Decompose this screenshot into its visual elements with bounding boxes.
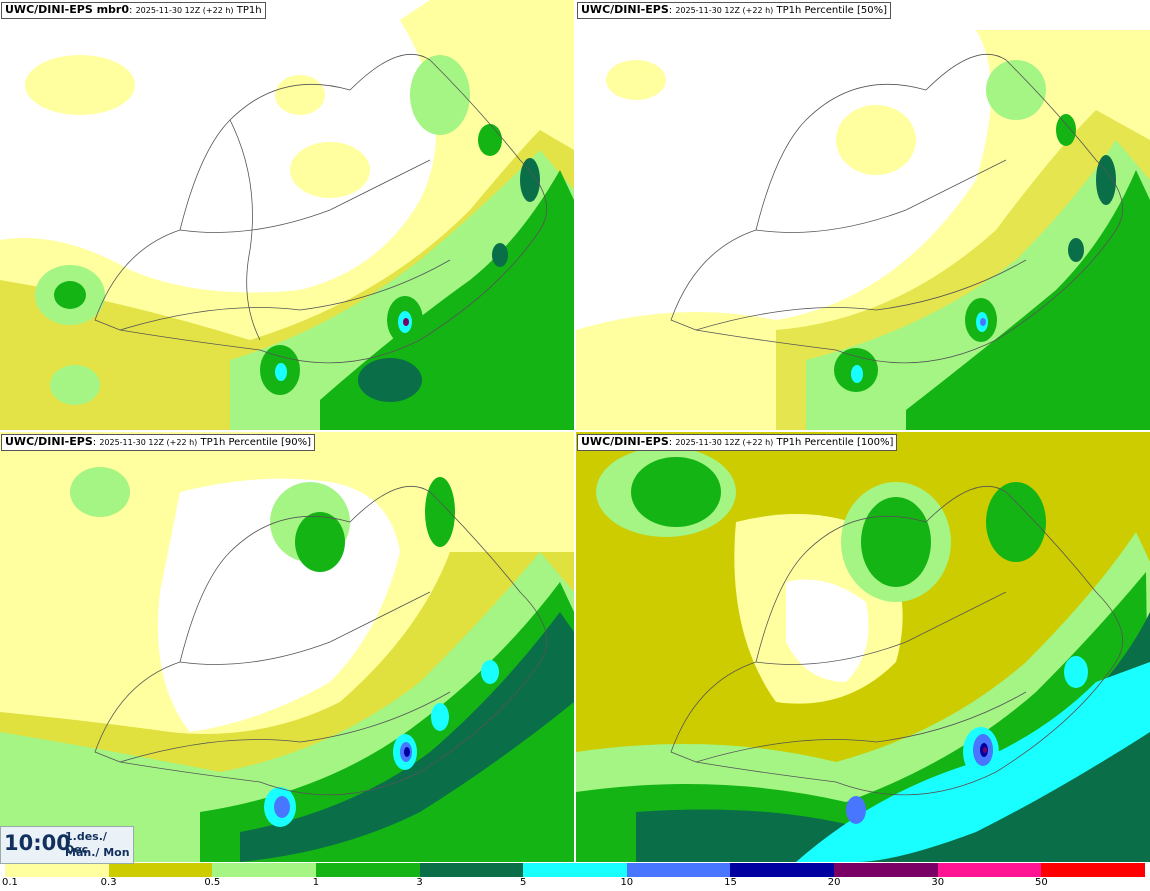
colorbar-tick-label: 0.3 <box>100 877 117 888</box>
map-panel-mbr0: UWC/DINI-EPS mbr0: 2025-11-30 12Z (+22 h… <box>0 0 574 430</box>
panel-source: UWC/DINI-EPS <box>5 435 93 448</box>
panel-title: UWC/DINI-EPS: 2025-11-30 12Z (+22 h) TP1… <box>577 434 898 451</box>
panel-field: TP1h Percentile [100%] <box>776 437 894 448</box>
colorbar-swatch <box>937 863 1042 877</box>
panel-field: TP1h Percentile [50%] <box>776 5 888 16</box>
colorbar-swatch <box>315 863 420 877</box>
colorbar-tick-label: 3 <box>416 877 423 888</box>
panel-source: UWC/DINI-EPS <box>581 435 669 448</box>
precip-map <box>0 432 574 862</box>
colorbar-tick-label: 15 <box>724 877 737 888</box>
valid-time: 10:00 <box>4 831 71 855</box>
precip-map <box>0 0 574 430</box>
panel-run: 2025-11-30 12Z (+22 h) <box>99 438 198 447</box>
panel-title: UWC/DINI-EPS: 2025-11-30 12Z (+22 h) TP1… <box>577 2 892 19</box>
precip-map <box>576 432 1150 862</box>
colorbar-tick-label: 50 <box>1034 877 1048 888</box>
colorbar-tick-label: 5 <box>519 877 527 888</box>
panel-run: 2025-11-30 12Z (+22 h) <box>675 6 774 15</box>
colorbar-swatch <box>523 863 628 877</box>
precip-map <box>576 30 1150 430</box>
panel-title: UWC/DINI-EPS: 2025-11-30 12Z (+22 h) TP1… <box>1 434 316 451</box>
colorbar-swatch <box>212 863 317 877</box>
colorbar-swatch <box>419 863 524 877</box>
colorbar-tick-label: 20 <box>827 877 841 888</box>
panel-field: TP1h <box>236 5 262 16</box>
colorbar-swatch <box>108 863 213 877</box>
colorbar-tick-label: 0.1 <box>2 877 18 888</box>
panel-run: 2025-11-30 12Z (+22 h) <box>135 6 234 15</box>
panel-title: UWC/DINI-EPS mbr0: 2025-11-30 12Z (+22 h… <box>1 2 266 19</box>
panel-run: 2025-11-30 12Z (+22 h) <box>675 438 774 447</box>
colorbar-tick-label: 30 <box>931 877 945 888</box>
map-panel-p50: UWC/DINI-EPS: 2025-11-30 12Z (+22 h) TP1… <box>576 0 1150 430</box>
colorbar-swatch <box>626 863 731 877</box>
colorbar-swatch <box>834 863 939 877</box>
valid-date: 1.des./ Dec <box>65 830 107 856</box>
valid-time-box: 10:00 1.des./ Dec Mán./ Mon <box>0 826 134 864</box>
colorbar-tick-label: 10 <box>620 877 634 888</box>
panel-source: UWC/DINI-EPS <box>581 3 669 16</box>
map-panel-p100: UWC/DINI-EPS: 2025-11-30 12Z (+22 h) TP1… <box>576 432 1150 862</box>
panel-divider <box>0 430 1150 432</box>
colorbar-tick-label: 1 <box>312 877 320 888</box>
valid-weekday: Mán./ Mon <box>65 846 130 859</box>
colorbar-swatch <box>1041 863 1146 877</box>
colorbar-swatch <box>5 863 109 877</box>
colorbar-swatch <box>730 863 835 877</box>
colorbar-legend: 0.1 0.3 0.5 1 3 5 10 15 20 30 50 <box>0 862 1150 891</box>
colorbar-tick-label: 0.5 <box>204 877 221 888</box>
panel-source: UWC/DINI-EPS mbr0 <box>5 3 129 16</box>
map-panel-p90: UWC/DINI-EPS: 2025-11-30 12Z (+22 h) TP1… <box>0 432 574 862</box>
panel-field: TP1h Percentile [90%] <box>200 437 312 448</box>
